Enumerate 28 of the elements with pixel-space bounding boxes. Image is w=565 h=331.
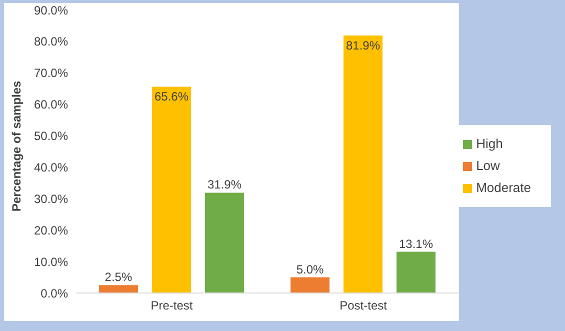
bar	[98, 285, 138, 293]
y-tick-label: 90.0%	[34, 3, 68, 18]
y-tick-label: 50.0%	[34, 129, 68, 144]
legend-label: Moderate	[476, 180, 531, 194]
y-tick-label: 30.0%	[34, 192, 68, 206]
y-tick-label: 0.0%	[40, 286, 68, 300]
y-tick-label: 10.0%	[34, 254, 68, 269]
y-tick-label: 20.0%	[34, 223, 68, 238]
bar	[152, 86, 191, 293]
x-tick-label: Pre-test	[150, 298, 194, 313]
bar	[396, 252, 436, 293]
bar	[290, 277, 330, 293]
y-axis-title: Percentage of samples	[9, 80, 24, 212]
bar	[204, 192, 244, 293]
data-label: 65.6%	[154, 90, 189, 104]
data-label: 13.1%	[399, 236, 434, 251]
y-tick-label: 80.0%	[34, 34, 68, 49]
data-label: 31.9%	[207, 178, 242, 192]
data-label: 5.0%	[296, 262, 324, 276]
y-tick-label: 40.0%	[34, 160, 68, 174]
y-tick-label: 60.0%	[34, 98, 68, 112]
bar	[344, 35, 383, 293]
data-label: 2.5%	[104, 270, 132, 284]
data-label: 81.9%	[346, 38, 380, 52]
legend-label: High	[476, 136, 503, 150]
x-tick-label: Post-test	[340, 298, 388, 313]
legend-label: Low	[476, 158, 500, 172]
y-tick-label: 70.0%	[34, 66, 68, 80]
